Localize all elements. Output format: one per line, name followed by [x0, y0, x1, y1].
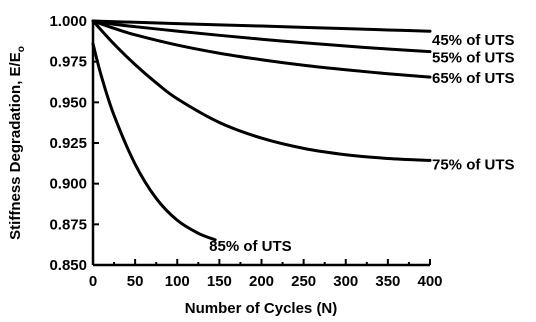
x-tick-label: 350 [375, 273, 400, 290]
y-tick-label: 1.000 [49, 13, 87, 30]
y-tick-label: 0.950 [49, 94, 87, 111]
x-tick-label: 50 [127, 273, 144, 290]
series-curves [91, 19, 432, 242]
series-line-4 [91, 19, 432, 162]
axis-ticks [92, 20, 431, 266]
axes-frame [91, 21, 430, 267]
tick-labels: 0 50 100 150 200 250 300 350 400 0.850 0.875 0.900 0… [49, 13, 442, 290]
series-label-3: 65% of UTS [432, 70, 515, 87]
x-tick-label: 250 [291, 273, 316, 290]
y-axis-title-main: Stiffness Degradation, E/E [7, 52, 24, 240]
series-label-2: 55% of UTS [432, 50, 515, 67]
y-tick-label: 0.925 [49, 135, 87, 152]
series-label-5: 85% of UTS [209, 238, 292, 255]
series-line-3 [91, 19, 432, 79]
x-tick-label: 100 [165, 273, 190, 290]
x-tick-label: 300 [333, 273, 358, 290]
x-axis-title: Number of Cycles (N) [185, 300, 338, 317]
y-tick-label: 0.900 [49, 176, 87, 193]
series-label-4: 75% of UTS [432, 156, 515, 173]
y-tick-label: 0.875 [49, 216, 87, 233]
y-tick-label: 0.975 [49, 54, 87, 71]
series-line-1 [91, 19, 432, 33]
series-line-5 [91, 42, 217, 242]
series-line-2 [91, 19, 432, 54]
y-tick-label: 0.850 [49, 257, 87, 274]
x-tick-label: 150 [207, 273, 232, 290]
y-axis-title: Stiffness Degradation, E/Eo [7, 46, 27, 240]
x-tick-label: 400 [417, 273, 442, 290]
y-axis-title-subscript: o [16, 46, 27, 52]
x-tick-label: 200 [249, 273, 274, 290]
series-label-1: 45% of UTS [432, 32, 515, 49]
x-tick-label: 0 [89, 273, 97, 290]
